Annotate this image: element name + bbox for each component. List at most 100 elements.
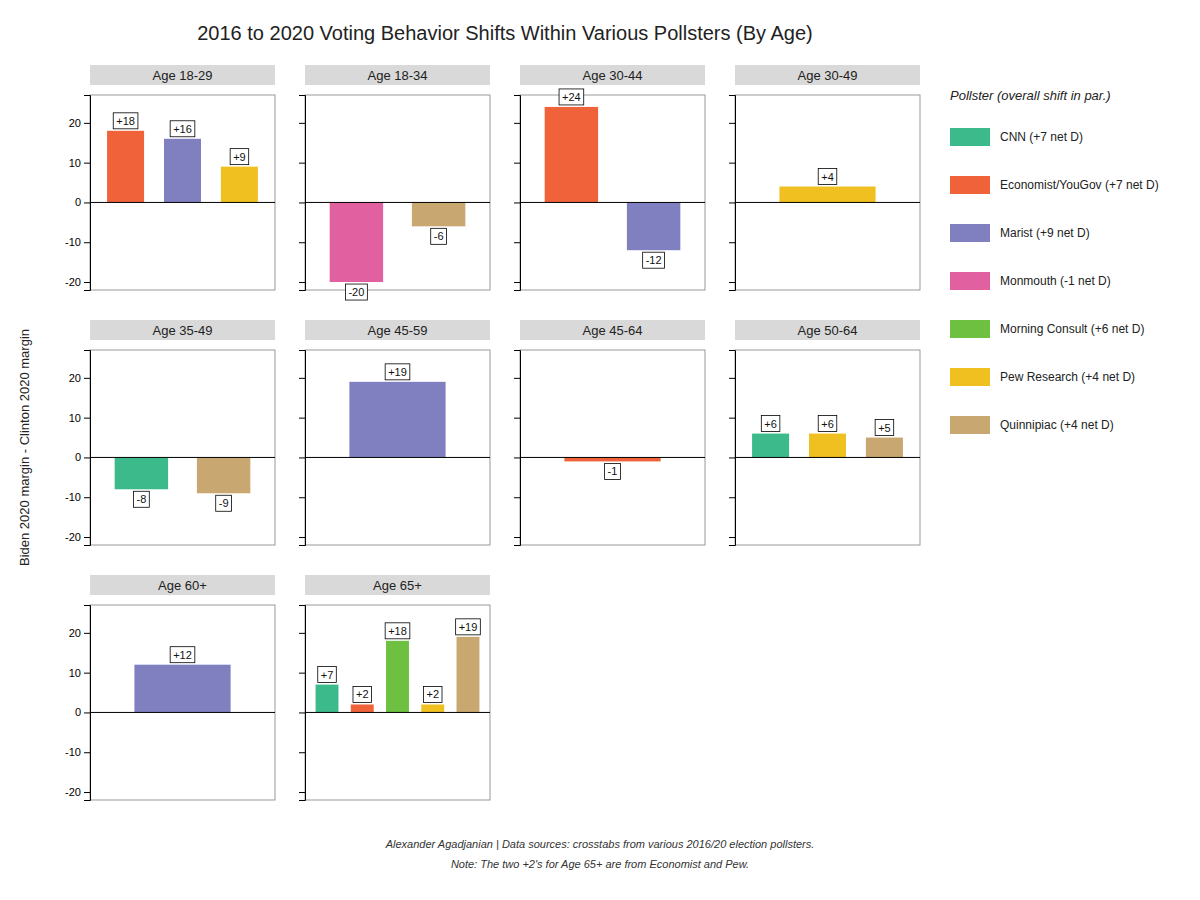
axis-line	[514, 351, 521, 546]
plot-frame	[305, 350, 490, 545]
tick-mark	[514, 202, 520, 203]
tick-mark	[84, 242, 90, 243]
bars	[735, 187, 920, 203]
data-label: -1	[608, 465, 618, 477]
bars	[305, 202, 490, 282]
axis-line	[514, 96, 521, 291]
data-label-group: +2	[353, 686, 372, 702]
panel: Age 18-29-20-1001020+18+16+9	[65, 65, 275, 291]
tick	[299, 242, 305, 243]
data-label-group: -12	[643, 252, 665, 268]
panel-title: Age 18-29	[153, 68, 213, 83]
panel: Age 45-59+19	[299, 320, 490, 546]
data-label: +9	[233, 151, 246, 163]
panel-title: Age 65+	[373, 578, 422, 593]
panel: Age 18-34-20-6	[299, 65, 490, 300]
panel-header	[305, 575, 490, 595]
panel-header	[305, 320, 490, 340]
data-label-group: +7	[318, 667, 337, 683]
zero-line	[735, 202, 920, 203]
tick	[729, 242, 735, 243]
legend-label: Morning Consult (+6 net D)	[1000, 322, 1144, 336]
tick-mark	[84, 752, 90, 753]
data-label-box	[170, 121, 195, 137]
tick	[299, 537, 305, 538]
tick	[299, 123, 305, 124]
tick-mark	[84, 378, 90, 379]
panel: Age 50-64+6+6+5	[729, 320, 920, 546]
tick-mark	[729, 163, 735, 164]
tick-mark	[84, 282, 90, 283]
data-label: +7	[321, 669, 334, 681]
y-axis: -20-1001020	[65, 96, 90, 291]
bars	[305, 637, 490, 713]
data-label-box	[216, 495, 232, 511]
bar	[164, 139, 201, 203]
data-label-group: +6	[818, 416, 837, 432]
tick: 20	[69, 627, 90, 639]
data-label-group: +4	[818, 169, 837, 185]
data-label-box	[318, 667, 337, 683]
data-label-box	[559, 89, 584, 105]
tick	[514, 497, 520, 498]
data-label-box	[113, 113, 138, 129]
data-label: +24	[562, 91, 581, 103]
zero-line	[305, 712, 490, 713]
tick	[514, 418, 520, 419]
tick	[514, 537, 520, 538]
tick	[514, 457, 520, 458]
tick-mark	[299, 752, 305, 753]
bar	[779, 187, 875, 203]
tick-mark	[84, 792, 90, 793]
legend-item: Quinnipiac (+4 net D)	[950, 416, 1114, 434]
bars	[735, 434, 920, 458]
tick-label: -20	[65, 276, 81, 288]
tick	[729, 282, 735, 283]
bars	[520, 457, 705, 461]
legend-swatch	[950, 272, 990, 290]
data-label-box	[353, 686, 372, 702]
tick-mark	[84, 457, 90, 458]
tick-label: -20	[65, 786, 81, 798]
panel-title: Age 35-49	[153, 323, 213, 338]
plot-frame	[305, 95, 490, 290]
plot-frame	[90, 350, 275, 545]
tick: -20	[65, 786, 90, 798]
data-label: +4	[821, 171, 834, 183]
tick	[729, 497, 735, 498]
data-label-box	[230, 149, 249, 165]
data-label: -6	[434, 230, 444, 242]
bar	[197, 457, 250, 493]
tick-mark	[729, 497, 735, 498]
tick-mark	[299, 537, 305, 538]
legend-label: Monmouth (-1 net D)	[1000, 274, 1111, 288]
data-label: +5	[878, 422, 891, 434]
panel-title: Age 18-34	[368, 68, 428, 83]
tick	[729, 378, 735, 379]
panel-title: Age 45-59	[368, 323, 428, 338]
panel-header	[520, 65, 705, 85]
tick: -10	[65, 236, 90, 248]
legend-swatch	[950, 128, 990, 146]
tick-mark	[84, 418, 90, 419]
tick	[299, 457, 305, 458]
panel-title: Age 50-64	[798, 323, 858, 338]
tick	[299, 752, 305, 753]
tick-mark	[84, 123, 90, 124]
data-label-box	[761, 416, 780, 432]
plot-frame	[735, 95, 920, 290]
data-label-box	[456, 619, 481, 635]
tick-mark	[729, 242, 735, 243]
tick	[299, 282, 305, 283]
tick-mark	[514, 457, 520, 458]
panel: Age 30-44+24-12	[514, 65, 705, 291]
bar	[421, 704, 444, 712]
plot-frame	[305, 605, 490, 800]
panel-header	[90, 320, 275, 340]
data-label-box	[605, 463, 621, 479]
tick-label: 20	[69, 372, 81, 384]
tick-label: 10	[69, 157, 81, 169]
tick	[299, 712, 305, 713]
zero-line	[735, 457, 920, 458]
tick	[514, 378, 520, 379]
